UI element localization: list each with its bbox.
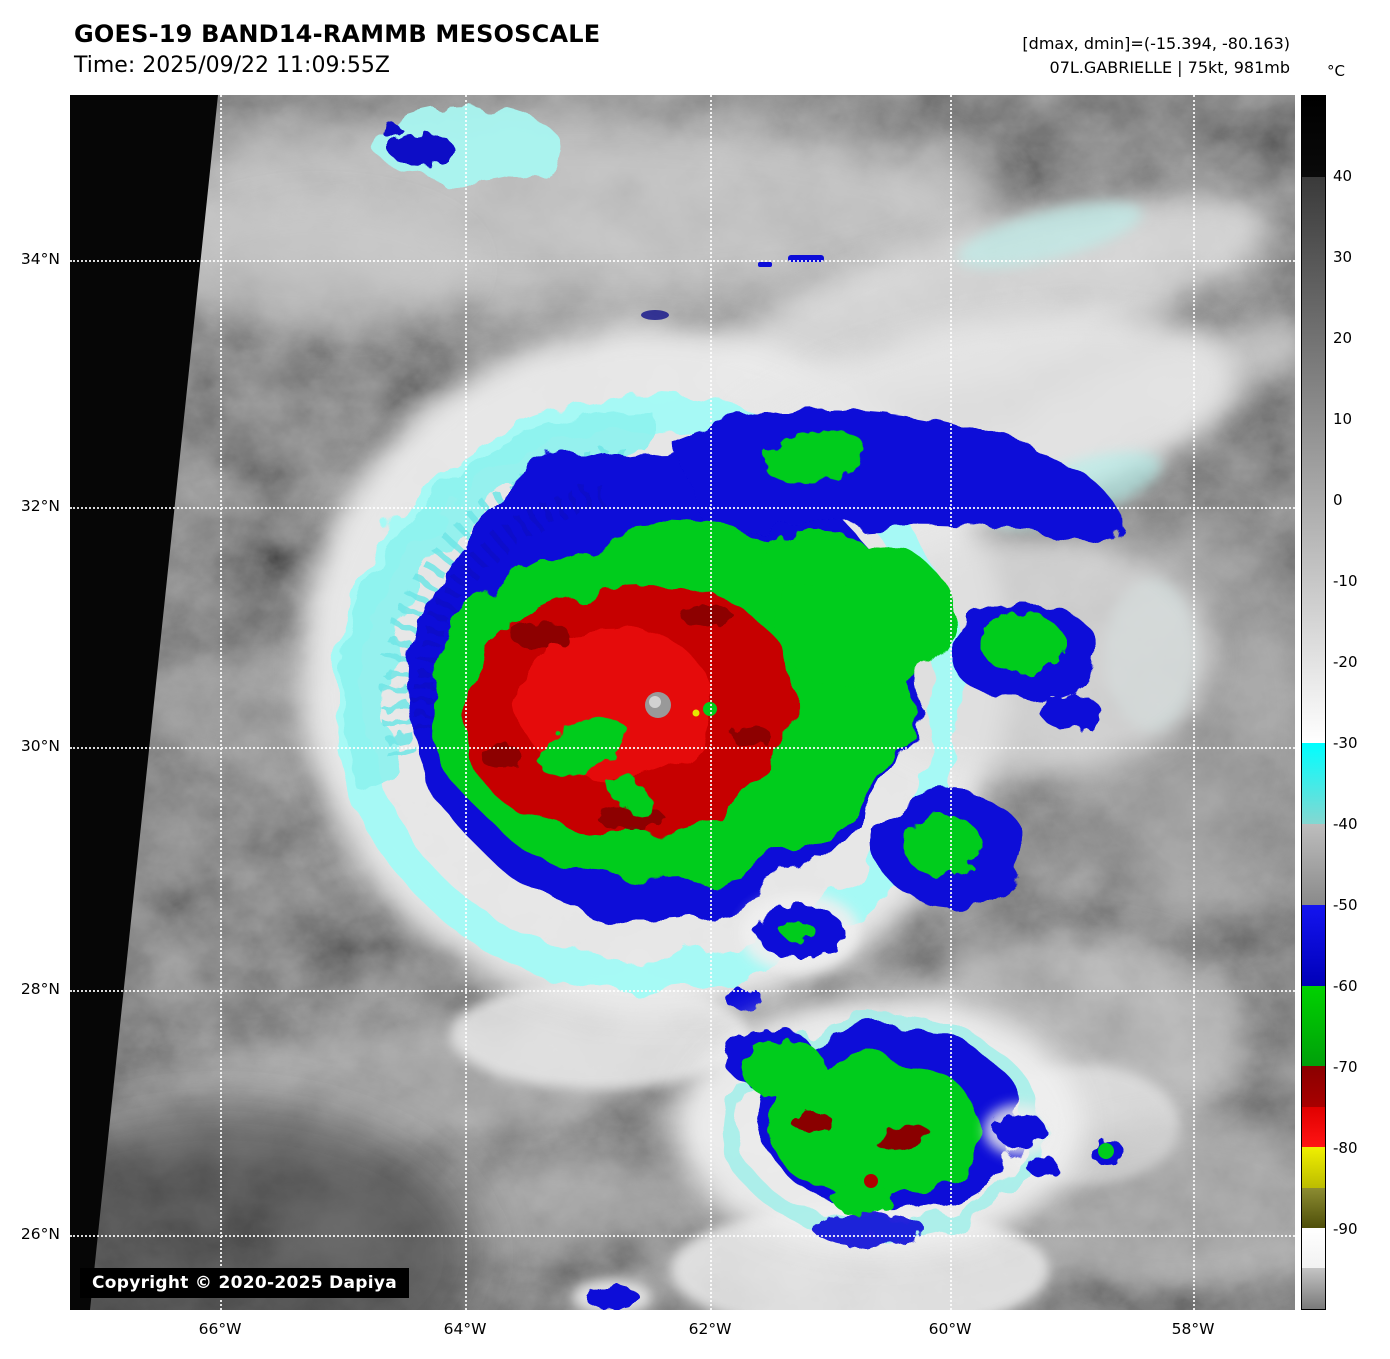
lat-label: 26°N (20, 1225, 60, 1243)
colorbar-segment (1302, 96, 1325, 177)
lat-label: 32°N (20, 497, 60, 515)
colorbar-tick-label: -80 (1333, 1139, 1358, 1157)
lat-axis: 34°N 32°N 30°N 28°N 26°N (0, 0, 66, 1359)
dmax-dmin-readout: [dmax, dmin]=(-15.394, -80.163) (1022, 34, 1290, 53)
convective-cluster (572, 995, 1124, 1310)
colorbar-segment (1302, 1106, 1325, 1148)
colorbar-tick-label: 10 (1333, 410, 1353, 428)
gridline-lon (1193, 95, 1195, 1310)
gridline-lat (70, 990, 1295, 992)
colorbar-segment (1302, 985, 1325, 1067)
colorbar-segment (1302, 1066, 1325, 1107)
colorbar-segment (1302, 1147, 1325, 1188)
map-frame: Copyright © 2020-2025 Dapiya (70, 95, 1295, 1310)
header-left: GOES-19 BAND14-RAMMB MESOSCALE Time: 202… (74, 20, 600, 78)
lon-label: 62°W (688, 1320, 732, 1338)
colorbar-segment (1302, 823, 1325, 905)
lon-label: 64°W (443, 1320, 487, 1338)
lat-label: 34°N (20, 250, 60, 268)
gridline-lat (70, 747, 1295, 749)
cold-core-dark-red-patches (480, 604, 772, 828)
gridline-lon (465, 95, 467, 1310)
lat-label: 30°N (20, 737, 60, 755)
colorbar-tick-label: -70 (1333, 1058, 1358, 1076)
lon-label: 58°W (1171, 1320, 1215, 1338)
gridline-lat (70, 1235, 1295, 1237)
gridline-lon (950, 95, 952, 1310)
image-title: GOES-19 BAND14-RAMMB MESOSCALE (74, 20, 601, 48)
lat-label: 28°N (20, 980, 60, 998)
timestamp: Time: 2025/09/22 11:09:55Z (74, 53, 390, 78)
hurricane (300, 312, 1235, 1015)
colorbar-tick-label: 30 (1333, 248, 1353, 266)
colorbar-tick-label: -50 (1333, 896, 1358, 914)
hurricane-eye (645, 692, 671, 718)
colorbar-tick-label: 20 (1333, 329, 1353, 347)
grid-overlay (70, 95, 1295, 1310)
header-right: [dmax, dmin]=(-15.394, -80.163) 07L.GABR… (1022, 32, 1290, 80)
colorbar-segment (1302, 1268, 1325, 1309)
gridline-lat (70, 507, 1295, 509)
colorbar-tick-label: -30 (1333, 734, 1358, 752)
storm-status: 07L.GABRIELLE | 75kt, 981mb (1049, 58, 1290, 77)
colorbar-tick-label: -90 (1333, 1220, 1358, 1238)
colorbar-unit: °C (1327, 62, 1345, 80)
satellite-imagery (70, 95, 1295, 1310)
gridline-lon (710, 95, 712, 1310)
copyright-badge: Copyright © 2020-2025 Dapiya (80, 1268, 409, 1298)
colorbar-tick-label: 40 (1333, 167, 1353, 185)
colorbar-segment (1302, 904, 1325, 986)
colorbar-tick-label: -60 (1333, 977, 1358, 995)
gridline-lon (220, 95, 222, 1310)
colorbar-segment (1302, 1228, 1325, 1269)
colorbar-tick-label: -40 (1333, 815, 1358, 833)
colorbar-segment (1302, 176, 1325, 743)
colorbar-tick-label: -20 (1333, 653, 1358, 671)
colorbar (1301, 95, 1326, 1310)
gridline-lat (70, 260, 1295, 262)
colorbar-tick-label: 0 (1333, 491, 1343, 509)
no-data-wedge (70, 95, 218, 1310)
colorbar-segment (1302, 742, 1325, 824)
colorbar-tick-label: -10 (1333, 572, 1358, 590)
lon-label: 66°W (198, 1320, 242, 1338)
outer-convection (726, 893, 860, 1011)
colorbar-segment (1302, 1187, 1325, 1229)
lon-label: 60°W (928, 1320, 972, 1338)
